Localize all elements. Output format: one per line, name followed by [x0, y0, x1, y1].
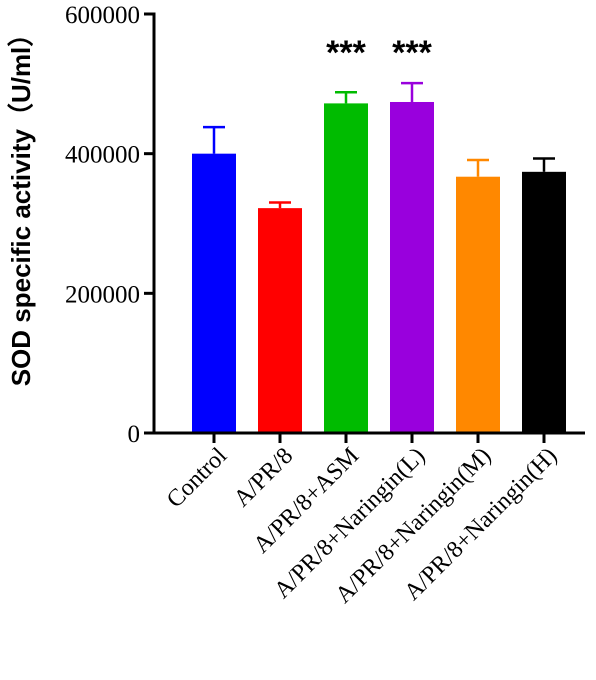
y-tick-label: 0 [128, 421, 141, 448]
significance-stars: *** [392, 34, 432, 72]
x-axis-ticks: ControlA/PR/8A/PR/8+ASMA/PR/8+Naringin(L… [162, 433, 562, 608]
bar [324, 103, 368, 434]
bar [390, 101, 434, 434]
error-bars [203, 81, 555, 209]
y-axis-label: SOD specific activity（U/ml） [6, 21, 36, 387]
y-tick-label: 600000 [65, 2, 140, 29]
y-axis-label-group: SOD specific activity（U/ml） [6, 21, 36, 387]
significance-stars: *** [326, 34, 366, 72]
y-axis-ticks: 0 200000 400000 600000 [65, 2, 154, 448]
bar [456, 176, 500, 433]
bar [192, 153, 236, 433]
y-tick-label: 200000 [65, 281, 140, 308]
significance-annotations: *** *** [326, 34, 432, 72]
bar [522, 171, 566, 433]
y-tick-label: 400000 [65, 142, 140, 169]
bar [258, 208, 302, 433]
x-tick-label: Control [162, 443, 232, 513]
bars [192, 101, 566, 434]
axes [152, 12, 585, 435]
